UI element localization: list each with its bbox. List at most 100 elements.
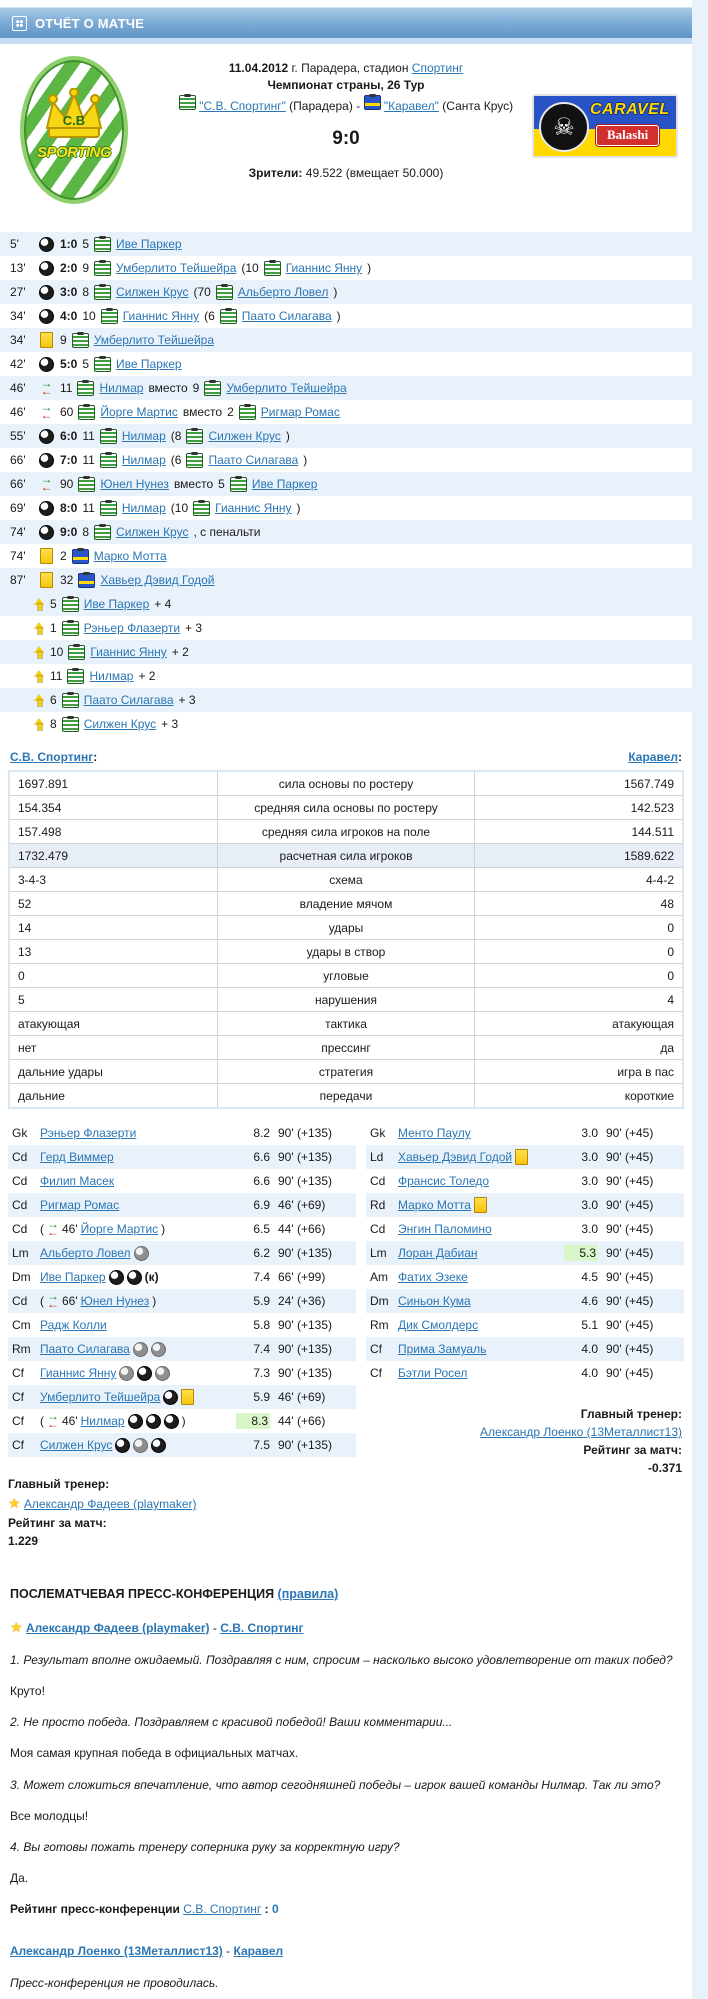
- player-link[interactable]: Ригмар Ромас: [40, 1198, 120, 1212]
- away-team-link[interactable]: "Каравел": [383, 98, 439, 113]
- tournament-line: Чемпионат страны, 26 Тур: [267, 78, 425, 93]
- player-link[interactable]: Франсис Толедо: [398, 1174, 490, 1188]
- player-link[interactable]: Йорге Мартис: [100, 405, 178, 419]
- press-away-note: Пресс-конференция не проводилась.: [10, 1975, 219, 1990]
- player-link[interactable]: Юнел Нунез: [100, 477, 169, 491]
- player-link[interactable]: Фатих Эзеке: [398, 1270, 468, 1284]
- assist-player-link[interactable]: Паато Силагава: [241, 309, 332, 323]
- player-link[interactable]: Силжен Крус: [116, 525, 189, 539]
- player-link[interactable]: Иве Паркер: [116, 357, 182, 371]
- player-row: Lm Лоран Дабиан 5.3 90' (+45): [366, 1241, 684, 1265]
- subbed-off-player-link[interactable]: Иве Паркер: [251, 477, 318, 491]
- crown-icon: C.B: [45, 88, 103, 138]
- player-link[interactable]: Силжен Крус: [116, 285, 189, 299]
- player-link[interactable]: Умберлито Тейшейра: [40, 1390, 161, 1404]
- player-link[interactable]: Рэньер Флазерти: [40, 1126, 137, 1140]
- player-link[interactable]: Иве Паркер: [83, 597, 150, 611]
- subbed-off-player-link[interactable]: Умберлито Тейшейра: [226, 381, 347, 395]
- player-link[interactable]: Хавьер Дэвид Годой: [100, 573, 215, 587]
- sub-in-arrow: →: [47, 1221, 59, 1231]
- player-link[interactable]: Филип Масек: [40, 1174, 115, 1188]
- sub-in-arrow: →: [40, 472, 53, 486]
- assist-player-link[interactable]: Силжен Крус: [208, 429, 281, 443]
- player-link[interactable]: Дик Смолдерс: [398, 1318, 479, 1332]
- assist-player-link[interactable]: Паато Силагава: [208, 453, 299, 467]
- player-link[interactable]: Марко Мотта: [398, 1198, 471, 1212]
- press-answer: Моя самая крупная победа в официальных м…: [10, 1746, 299, 1761]
- player-minutes: 90' (+135): [278, 1126, 332, 1140]
- event-time: 74': [10, 549, 26, 563]
- player-link[interactable]: Силжен Крус: [83, 717, 157, 731]
- player-rating: 3.0: [581, 1198, 598, 1212]
- bonus-row: 5 Иве Паркер + 4: [0, 592, 692, 616]
- player-name-cell: Иве Паркер (к): [40, 1269, 240, 1285]
- subbed-off-player-link[interactable]: Ригмар Ромас: [260, 405, 340, 419]
- press-away-coach-link[interactable]: Александр Лоенко (13Металлист13): [10, 1944, 223, 1959]
- stat-home-value: 14: [8, 915, 219, 940]
- player-link[interactable]: Нилмар: [121, 429, 166, 443]
- player-link[interactable]: Силжен Крус: [40, 1438, 113, 1452]
- player-link[interactable]: Нилмар: [89, 669, 134, 683]
- player-link[interactable]: Гианнис Янну: [40, 1366, 117, 1380]
- press-rating-team-link[interactable]: С.В. Спортинг: [183, 1902, 262, 1917]
- home-city: (Парадера): [285, 98, 357, 113]
- stats-row: 14 удары 0: [8, 915, 684, 940]
- event-score: 2:0: [60, 261, 78, 275]
- press-question: 1. Результат вполне ожидаемый. Поздравля…: [10, 1652, 673, 1667]
- player-link[interactable]: Альберто Ловел: [40, 1246, 131, 1260]
- home-coach-link[interactable]: Александр Фадеев (playmaker): [23, 1497, 197, 1511]
- press-away-team-link[interactable]: Каравел: [233, 1944, 284, 1959]
- away-coach-link[interactable]: Александр Лоенко (13Металлист13): [480, 1425, 682, 1439]
- player-name-cell: Альберто Ловел: [40, 1245, 240, 1261]
- player-link[interactable]: Хавьер Дэвид Годой: [398, 1150, 513, 1164]
- press-home-team-link[interactable]: С.В. Спортинг: [220, 1620, 304, 1635]
- stats-home-link[interactable]: С.В. Спортинг: [10, 750, 94, 764]
- player-link[interactable]: Радж Колли: [40, 1318, 107, 1332]
- player-link[interactable]: Менто Паулу: [398, 1126, 471, 1140]
- player-link[interactable]: Паато Силагава: [83, 693, 174, 707]
- player-link[interactable]: Нилмар: [121, 501, 166, 515]
- stats-away-link[interactable]: Каравел: [628, 750, 678, 764]
- player-name-cell: Лоран Дабиан: [398, 1246, 564, 1260]
- player-link[interactable]: Йорге Мартис: [80, 1222, 159, 1236]
- player-link[interactable]: Иве Паркер: [116, 237, 182, 251]
- player-link[interactable]: Умберлито Тейшейра: [93, 333, 215, 347]
- player-link[interactable]: Гианнис Янну: [122, 309, 200, 323]
- player-link[interactable]: Гианнис Янну: [90, 645, 167, 659]
- player-position: Cf: [370, 1342, 382, 1356]
- player-link[interactable]: Прима Замуаль: [398, 1342, 487, 1356]
- player-link[interactable]: Умберлито Тейшейра: [116, 261, 237, 275]
- event-icon-cell: [38, 236, 55, 252]
- player-name-cell: Гианнис Янну: [40, 1365, 240, 1381]
- player-link[interactable]: Бэтли Росел: [398, 1366, 468, 1380]
- sub-out-arrow: ←: [47, 1225, 59, 1237]
- player-minutes: 90' (+45): [606, 1174, 654, 1188]
- player-link[interactable]: Паато Силагава: [40, 1342, 130, 1356]
- assist-player-link[interactable]: Гианнис Янну: [285, 261, 363, 275]
- away-shirt-icon: [78, 571, 96, 588]
- home-shirt-icon: [94, 259, 112, 276]
- player-link[interactable]: Лоран Дабиан: [398, 1246, 478, 1260]
- sub-in-arrow: →: [40, 376, 53, 390]
- player-row: Cf (→ ← 46' Нилмар ) 8.3 44' (+66): [8, 1409, 356, 1433]
- player-link[interactable]: Нилмар: [99, 381, 144, 395]
- home-team-link[interactable]: "С.В. Спортинг": [199, 98, 286, 113]
- substitution-icon: → ←: [40, 376, 53, 397]
- assist-player-link[interactable]: Гианнис Янну: [215, 501, 292, 515]
- stadium-link[interactable]: Спортинг: [411, 61, 464, 75]
- player-link[interactable]: Иве Паркер: [40, 1270, 106, 1284]
- player-link[interactable]: Синьон Кума: [398, 1294, 471, 1308]
- assist-player-link[interactable]: Альберто Ловел: [237, 285, 329, 299]
- player-link[interactable]: Энгин Паломино: [398, 1222, 492, 1236]
- press-home-coach-link[interactable]: Александр Фадеев (playmaker): [25, 1620, 210, 1635]
- player-link[interactable]: Рэньер Флазерти: [83, 621, 181, 635]
- rules-link[interactable]: (правила): [277, 1587, 339, 1601]
- home-shirt-icon: [99, 499, 117, 516]
- player-link[interactable]: Герд Виммер: [40, 1150, 114, 1164]
- player-link[interactable]: Марко Мотта: [93, 549, 167, 563]
- player-link[interactable]: Нилмар: [80, 1414, 125, 1428]
- home-shirt-icon: [99, 427, 117, 444]
- home-shirt-icon: [78, 475, 96, 492]
- player-link[interactable]: Юнел Нунез: [80, 1294, 150, 1308]
- player-link[interactable]: Нилмар: [121, 453, 166, 467]
